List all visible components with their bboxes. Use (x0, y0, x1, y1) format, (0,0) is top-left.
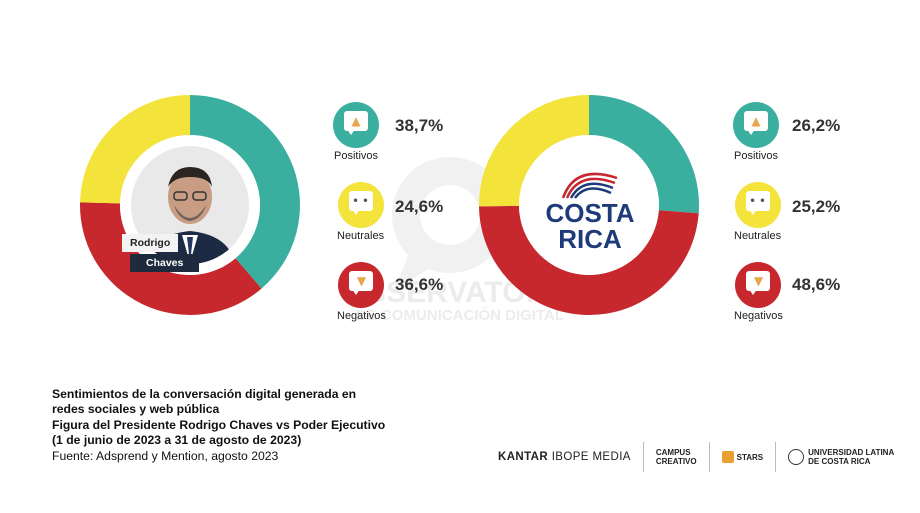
legend-label: Negativos (337, 310, 386, 322)
donut-slice-neutrales (479, 95, 589, 207)
ulatina-logo: UNIVERSIDAD LATINA DE COSTA RICA (788, 448, 894, 466)
donut-slice-negativos (79, 202, 262, 315)
pct-neutrales-left: 24,6% (395, 197, 444, 216)
neutral-face-icon: • • (337, 182, 384, 228)
pct-neutrales-right: 25,2% (792, 197, 841, 216)
partner-logos: KANTAR IBOPE MEDIA CAMPUS CREATIVO STARS … (498, 441, 894, 473)
legend-neutrales-right: • • Neutrales (734, 182, 781, 242)
thumbs-down-icon: ▼ (338, 262, 385, 308)
divider (642, 442, 644, 472)
kantar-ibope-logo: KANTAR IBOPE MEDIA (498, 451, 631, 463)
pct-negativos-right: 48,6% (792, 275, 841, 294)
legend-negativos-right: ▼ Negativos (734, 262, 783, 322)
thumbs-down-icon: ▼ (735, 262, 782, 308)
thumbs-up-icon: ▲ (333, 102, 379, 148)
campus-creativo-logo: CAMPUS CREATIVO (655, 448, 697, 466)
thumbs-up-icon: ▲ (733, 102, 779, 148)
watermark-line2: DE COMUNICACIÓN DIGITAL (356, 306, 564, 324)
donut-chart-poder-ejecutivo (479, 95, 699, 316)
donut-slice-positivos (589, 95, 699, 214)
logo-text-costa: COSTA (545, 198, 634, 228)
stars-logo: STARS (721, 451, 763, 463)
pct-positivos-right: 26,2% (792, 116, 841, 135)
legend-neutrales-left: • • Neutrales (337, 182, 384, 242)
neutral-face-icon: • • (734, 182, 781, 228)
legend-label: Positivos (333, 150, 379, 162)
costa-rica-logo: COSTA RICA (545, 172, 635, 254)
caption-line3: Figura del Presidente Rodrigo Chaves vs … (52, 417, 386, 432)
pct-negativos-left: 36,6% (395, 275, 444, 294)
name-label-last: Chaves (130, 254, 200, 272)
caption-source: Fuente: Adsprend y Mention, agosto 2023 (52, 448, 279, 463)
legend-label: Neutrales (734, 230, 782, 242)
donut-slice-neutrales (80, 95, 190, 204)
donut-slice-negativos (479, 205, 699, 316)
legend-positivos-right: ▲ Positivos (733, 102, 779, 162)
legend-negativos-left: ▼ Negativos (337, 262, 386, 322)
caption-line1: Sentimientos de la conversación digital … (52, 387, 357, 401)
logo-text-rica: RICA (558, 224, 622, 254)
legend-label: Neutrales (337, 230, 385, 242)
caption-line4: (1 de junio de 2023 a 31 de agosto de 20… (52, 433, 302, 448)
figure-caption: Sentimientos de la conversación digital … (52, 387, 385, 464)
legend-label: Positivos (733, 150, 779, 162)
donut-hole (519, 135, 659, 275)
donut-slice-positivos (190, 95, 300, 289)
legend-label: Negativos (734, 310, 783, 322)
divider (775, 442, 777, 472)
legend-positivos-left: ▲ Positivos (333, 102, 379, 162)
divider (708, 442, 710, 472)
caption-line2: redes sociales y web pública (52, 402, 220, 417)
pct-positivos-left: 38,7% (395, 116, 444, 135)
name-label-first: Rodrigo (122, 234, 179, 252)
